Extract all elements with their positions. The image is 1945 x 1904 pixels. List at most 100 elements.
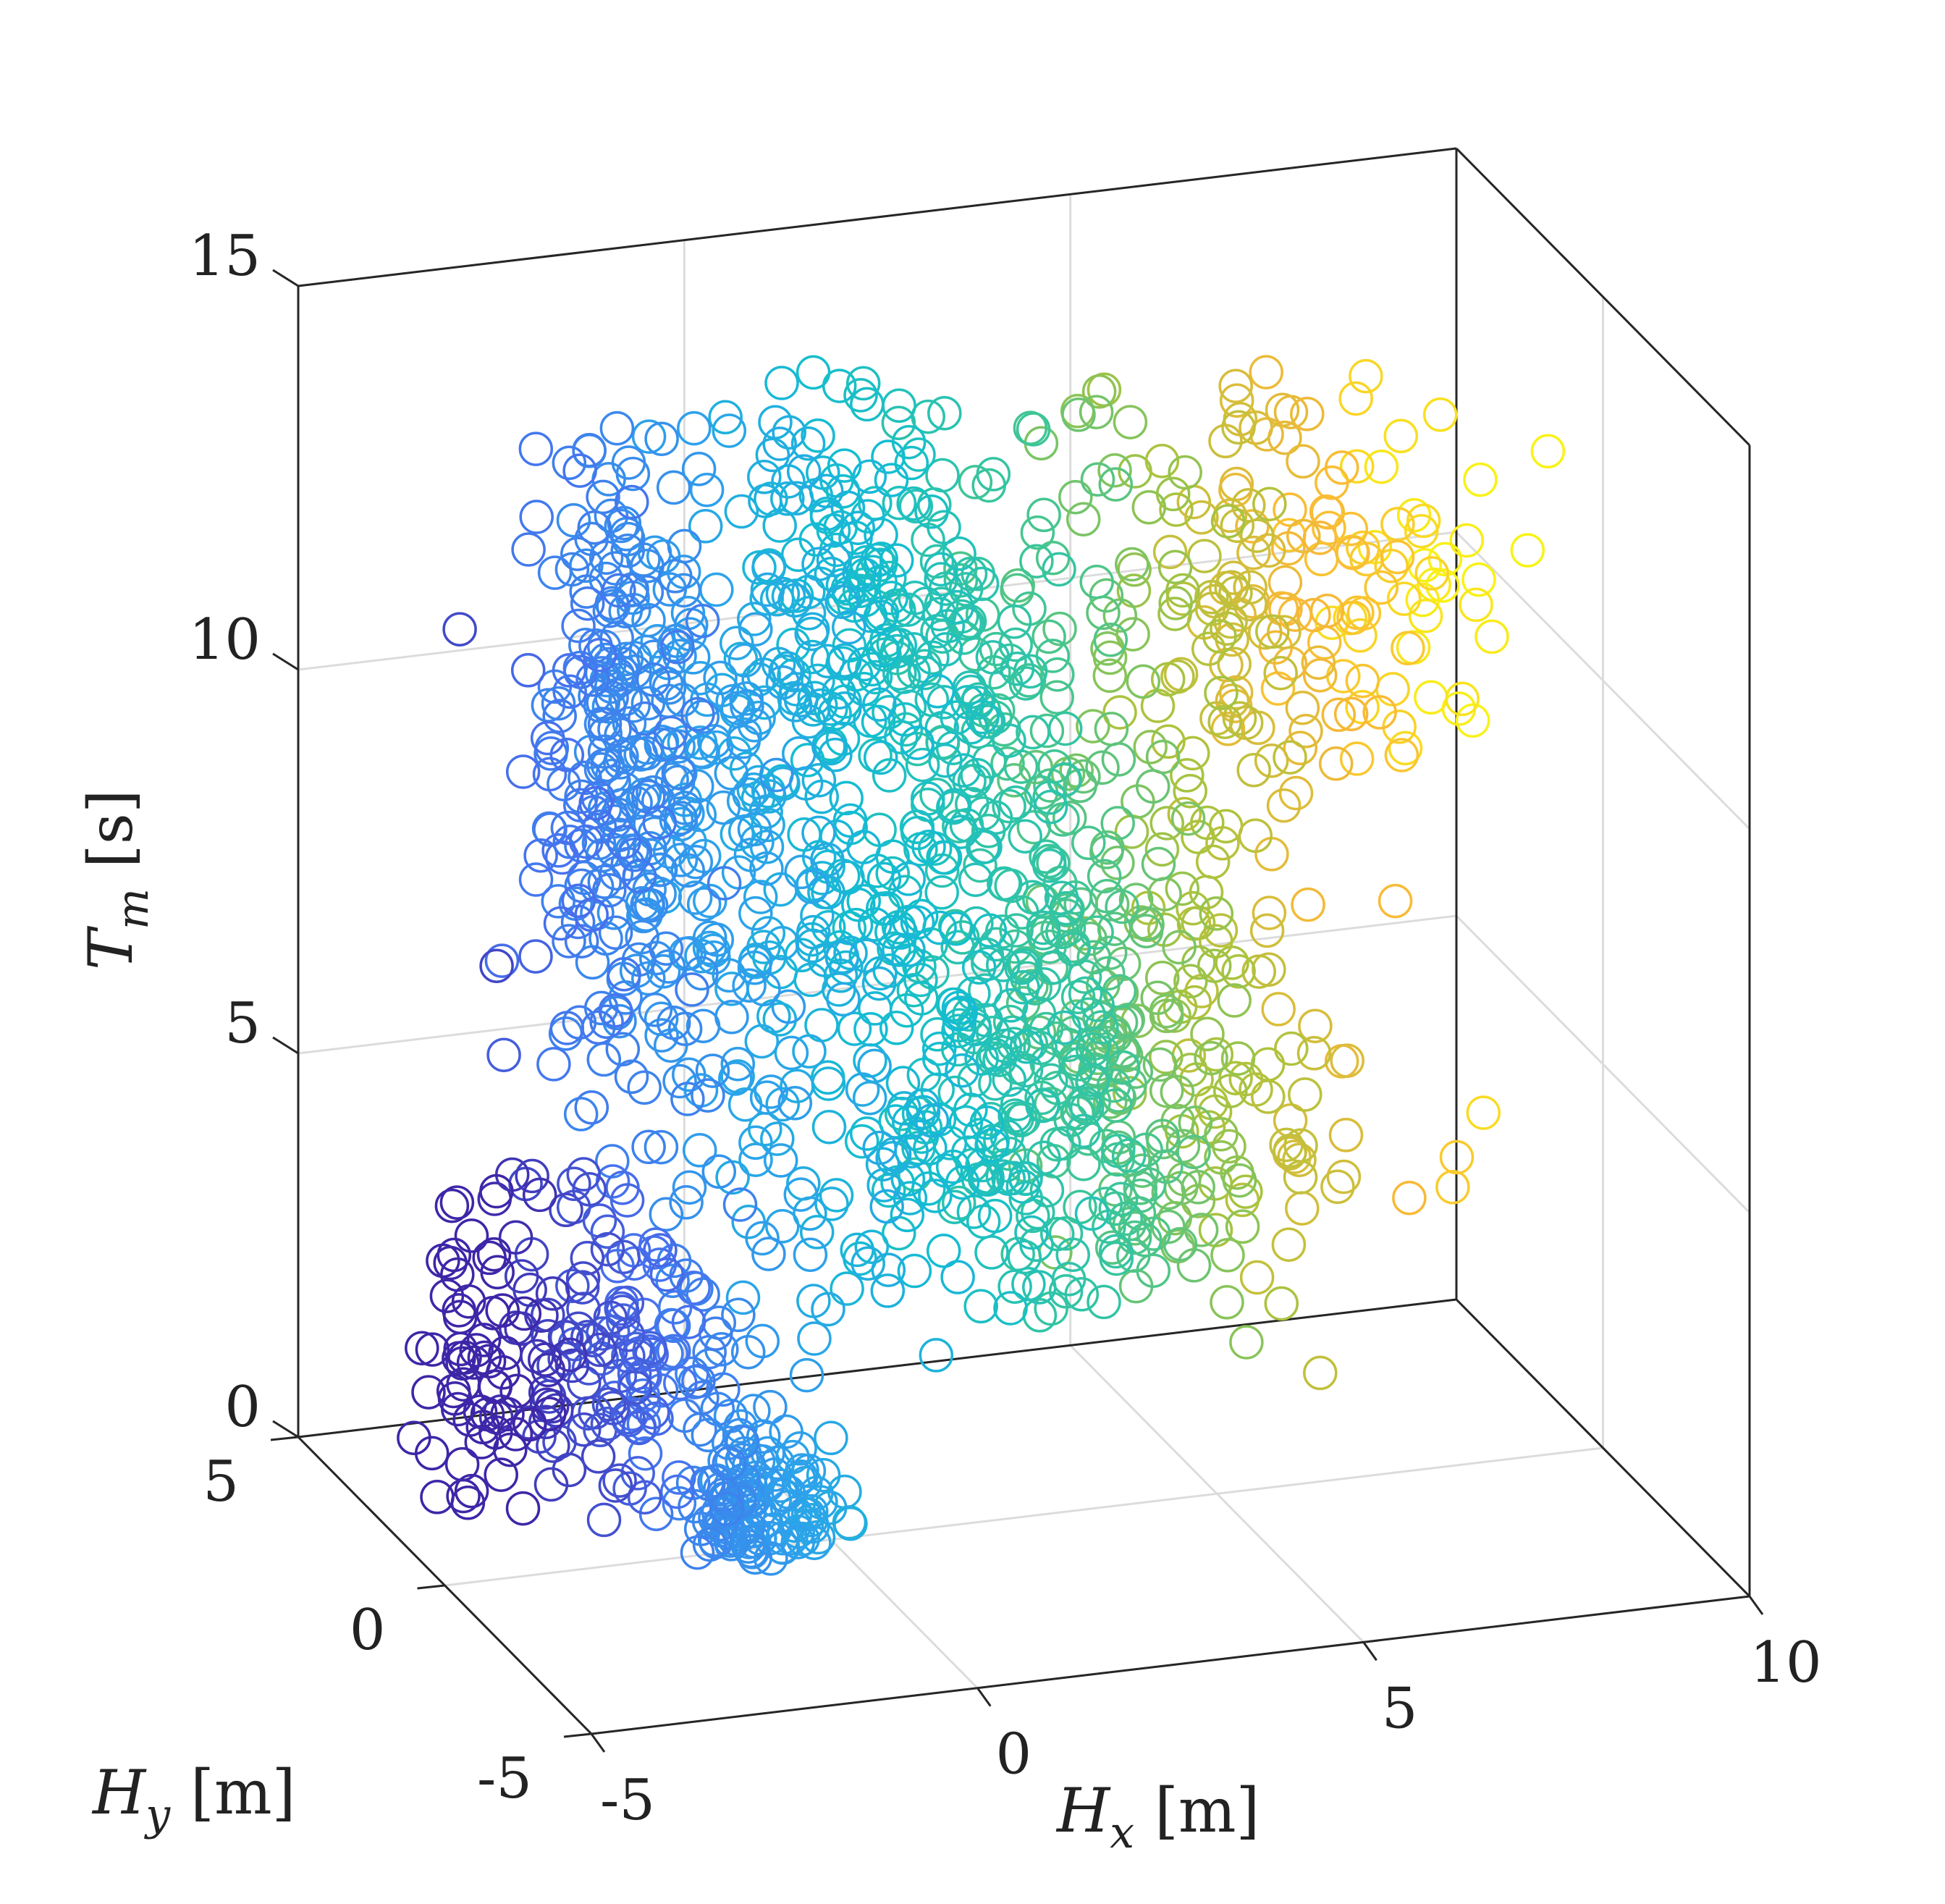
- scatter-point: [889, 993, 924, 1028]
- scatter-point: [928, 743, 963, 778]
- scatter-point: [563, 1097, 599, 1132]
- scatter-point: [823, 959, 858, 993]
- scatter-point: [659, 803, 694, 838]
- scatter-point: [786, 454, 822, 489]
- scatter-point: [1285, 690, 1320, 725]
- scatter-point: [751, 550, 786, 586]
- scatter-point: [871, 439, 906, 474]
- scatter-point: [405, 1331, 439, 1365]
- scatter-point: [636, 662, 671, 697]
- scatter-point: [974, 1128, 1009, 1163]
- scatter-point: [937, 1189, 972, 1224]
- scatter-point: [738, 1125, 773, 1160]
- scatter-point: [561, 608, 596, 644]
- scatter-point: [1029, 713, 1065, 749]
- scatter-point: [987, 866, 1021, 901]
- scatter-point: [1102, 695, 1137, 730]
- scatter-point: [744, 1024, 780, 1059]
- scatter-point: [842, 555, 877, 590]
- scatter-point: [507, 1296, 542, 1331]
- scatter-point: [612, 706, 647, 741]
- scatter-point: [771, 989, 806, 1024]
- y-tick-mark: [417, 1584, 445, 1590]
- scatter-point: [738, 1142, 773, 1177]
- scatter-point: [600, 657, 636, 692]
- scatter-point: [749, 851, 784, 886]
- scatter-point: [1158, 586, 1193, 620]
- scatter-point: [957, 763, 992, 799]
- scatter-point: [1105, 889, 1139, 924]
- scatter-point: [1422, 397, 1458, 432]
- scatter-point: [709, 1491, 744, 1527]
- scatter-point: [1045, 802, 1080, 837]
- scatter-point: [1115, 547, 1149, 582]
- scatter-point: [720, 1059, 755, 1094]
- scatter-point: [901, 437, 936, 472]
- scatter-point: [1111, 1138, 1147, 1173]
- x-axis-label: Hx [m]: [1055, 1775, 1260, 1858]
- scatter-point: [639, 1401, 674, 1436]
- scatter-point: [678, 880, 713, 915]
- scatter-point: [1118, 1210, 1152, 1246]
- scatter-point: [790, 426, 826, 461]
- scatter-point: [567, 1365, 602, 1400]
- scatter-point: [1510, 533, 1545, 568]
- scatter-point: [1463, 462, 1498, 497]
- scatter-point: [782, 736, 817, 771]
- scatter-point: [658, 559, 693, 594]
- scatter-point: [1042, 611, 1077, 646]
- scatter-point: [801, 547, 836, 581]
- scatter-point: [1026, 497, 1061, 533]
- scatter-point: [942, 536, 976, 571]
- scatter-point: [970, 1162, 1005, 1197]
- scatter-point: [764, 366, 799, 400]
- scatter-point: [689, 472, 725, 507]
- scatter-point: [1377, 883, 1413, 919]
- scatter-point: [730, 689, 764, 724]
- scatter-point: [518, 862, 554, 897]
- scatter-point: [747, 460, 782, 494]
- scatter-point: [669, 1185, 704, 1220]
- scatter-point: [864, 518, 898, 552]
- scatter-point: [1210, 1285, 1244, 1320]
- scatter-point: [1222, 1163, 1257, 1198]
- scatter-point: [837, 1011, 872, 1046]
- scatter-point: [727, 643, 763, 678]
- scatter-point: [586, 748, 621, 783]
- scatter-point: [505, 1491, 541, 1526]
- scatter-point: [569, 548, 604, 584]
- scatter-point: [1157, 549, 1193, 584]
- scatter-point: [670, 853, 705, 888]
- scatter-point: [1427, 542, 1463, 577]
- scatter-point: [1233, 570, 1267, 605]
- scatter-point: [499, 1373, 534, 1409]
- scatter-point: [957, 1063, 992, 1098]
- scatter-point: [622, 859, 657, 893]
- scatter-point: [753, 1389, 788, 1425]
- scatter-point: [1060, 980, 1096, 1014]
- scatter-point: [511, 532, 546, 567]
- scatter-point: [1273, 740, 1307, 775]
- scatter-point: [1449, 523, 1485, 558]
- scatter-point: [783, 1177, 819, 1212]
- scatter-point: [1165, 871, 1200, 906]
- scatter-point: [943, 995, 978, 1030]
- scatter-point: [853, 598, 888, 633]
- scatter-point: [718, 1061, 753, 1096]
- scatter-point: [862, 1130, 897, 1166]
- scatter-point: [1333, 696, 1369, 732]
- scatter-point: [539, 1393, 574, 1428]
- scatter-point: [869, 1189, 904, 1224]
- scatter-point: [829, 780, 864, 816]
- scatter-point: [945, 1165, 980, 1200]
- scatter-point: [610, 846, 646, 882]
- scatter-point: [725, 1442, 759, 1478]
- scatter-point: [1144, 832, 1180, 867]
- scatter-point: [922, 910, 957, 945]
- scatter-point: [685, 603, 720, 639]
- scatter-point: [725, 1280, 761, 1315]
- scatter-point: [681, 452, 717, 486]
- scatter-point: [663, 1365, 698, 1401]
